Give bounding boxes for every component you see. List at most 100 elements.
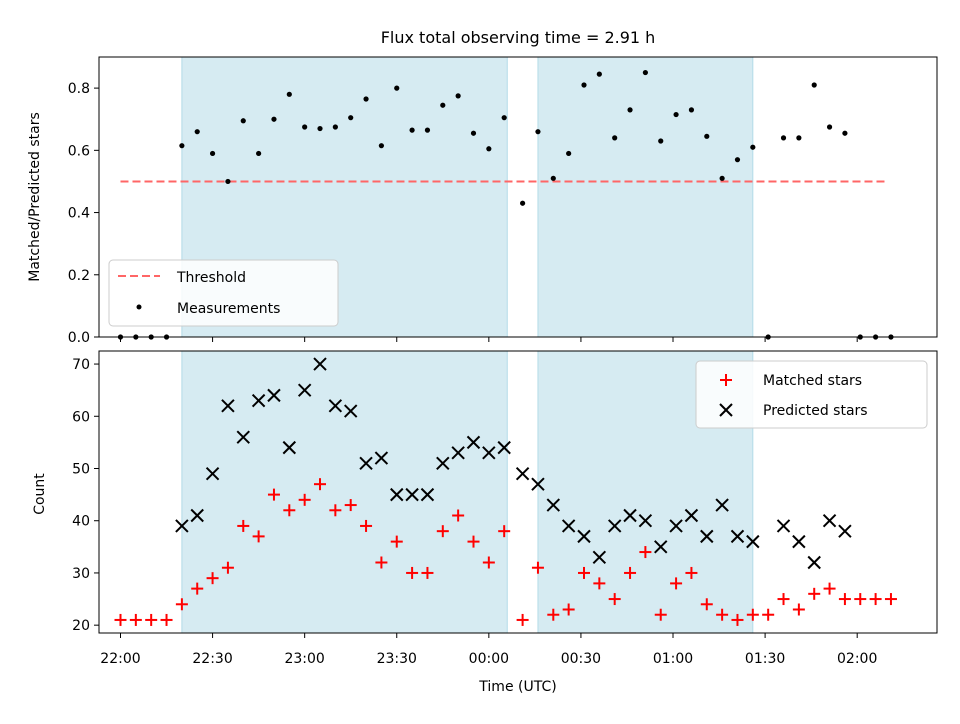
predicted-star-point xyxy=(313,357,327,371)
matched-star-point xyxy=(823,582,836,595)
matched-star-point xyxy=(390,535,403,548)
predicted-star-point xyxy=(638,514,653,528)
predicted-star-point xyxy=(607,519,622,533)
matched-star-point xyxy=(700,598,713,611)
measurement-point xyxy=(394,85,400,91)
measurement-point xyxy=(470,130,477,136)
matched-star-point xyxy=(114,613,127,626)
matched-star-point xyxy=(267,488,280,501)
x-tick-label: 23:00 xyxy=(284,651,324,667)
measurement-point xyxy=(796,135,802,141)
legend-predicted-swatch xyxy=(719,403,733,417)
measurement-point xyxy=(332,124,338,130)
matched-star-point xyxy=(206,572,219,585)
predicted-star-point xyxy=(436,456,450,470)
y-tick-label: 0.4 xyxy=(68,206,90,222)
measurement-point xyxy=(348,115,354,121)
measurement-point xyxy=(363,96,369,102)
top-shaded-regions xyxy=(181,56,754,338)
matched-star-point xyxy=(547,608,560,621)
predicted-star-point xyxy=(807,555,821,570)
legend-matched-swatch xyxy=(720,374,732,386)
predicted-star-point xyxy=(546,498,561,512)
measurement-point xyxy=(612,135,618,141)
predicted-star-point xyxy=(221,399,235,413)
measurement-point xyxy=(424,127,431,133)
matched-star-point xyxy=(639,546,652,559)
measurement-point xyxy=(501,115,507,121)
predicted-star-point xyxy=(669,519,683,533)
bottom-y-axis-label: Count xyxy=(32,473,48,515)
legend-matched-label: Matched stars xyxy=(763,373,862,389)
top-y-axis-label: Matched/Predicted stars xyxy=(27,112,43,282)
matched-star-point xyxy=(421,566,434,579)
predicted-star-point xyxy=(190,508,204,523)
measurement-point xyxy=(271,116,277,122)
measurement-point xyxy=(225,178,231,185)
measurement-point xyxy=(550,175,556,181)
matched-star-point xyxy=(762,608,775,621)
legend-measurements-label: Measurements xyxy=(177,301,280,317)
matched-star-point xyxy=(562,603,575,616)
predicted-star-point xyxy=(592,550,607,564)
legend-predicted-label: Predicted stars xyxy=(763,403,868,419)
matched-star-point xyxy=(746,608,759,621)
matched-star-point xyxy=(731,613,744,626)
predicted-star-point xyxy=(236,430,250,444)
x-tick-label: 02:00 xyxy=(837,651,877,667)
matched-star-point xyxy=(221,561,234,574)
shaded-region-1 xyxy=(181,350,508,634)
measurement-point xyxy=(826,124,833,130)
matched-star-point xyxy=(237,519,250,532)
measurement-point xyxy=(378,143,385,149)
matched-star-point xyxy=(670,577,683,590)
matched-star-point xyxy=(436,525,449,538)
measurement-point xyxy=(440,102,446,108)
matched-star-point xyxy=(777,593,790,606)
matched-stars-points xyxy=(114,478,897,626)
predicted-star-point xyxy=(205,467,220,481)
measurement-point xyxy=(658,138,664,144)
matched-star-point xyxy=(298,493,311,506)
predicted-star-point xyxy=(792,534,806,549)
matched-star-point xyxy=(283,504,296,517)
y-tick-label: 0.2 xyxy=(68,268,90,284)
matched-star-point xyxy=(854,593,867,606)
predicted-star-point xyxy=(343,404,358,418)
y-tick-label: 40 xyxy=(72,514,90,530)
top-axes-frame xyxy=(98,56,938,338)
measurement-point xyxy=(688,107,695,113)
predicted-star-point xyxy=(730,529,745,544)
x-tick-label: 00:30 xyxy=(561,651,601,667)
predicted-star-point xyxy=(623,508,637,523)
predicted-star-point xyxy=(282,440,297,455)
predicted-star-point xyxy=(390,487,404,502)
y-tick-label: 60 xyxy=(72,409,90,425)
matched-star-point xyxy=(792,603,805,616)
top-panel: 0.0 0.2 0.4 0.6 0.8 Flux total observing tim… xyxy=(27,28,938,346)
bottom-shaded-regions xyxy=(181,350,754,634)
legend-measurements-swatch xyxy=(136,304,142,310)
chart-title: Flux total observing time = 2.91 h xyxy=(381,28,656,47)
legend-threshold-label: Threshold xyxy=(176,270,246,286)
x-tick-label: 22:30 xyxy=(192,651,232,667)
predicted-star-point xyxy=(746,534,760,549)
predicted-star-point xyxy=(561,519,576,533)
y-tick-label: 0.8 xyxy=(68,81,90,97)
measurement-point xyxy=(194,129,200,135)
matched-star-point xyxy=(406,566,419,579)
predicted-star-point xyxy=(451,446,465,460)
predicted-star-point xyxy=(577,529,591,544)
predicted-star-point xyxy=(531,477,545,491)
matched-star-point xyxy=(467,535,480,548)
matched-star-point xyxy=(685,566,698,579)
measurement-point xyxy=(566,150,572,157)
x-tick-label: 01:30 xyxy=(745,651,785,667)
predicted-star-point xyxy=(297,383,312,397)
predicted-star-point xyxy=(175,519,189,533)
predicted-star-point xyxy=(374,451,389,465)
matched-star-point xyxy=(624,566,637,579)
measurement-point xyxy=(627,107,633,113)
matched-star-point xyxy=(314,478,327,491)
